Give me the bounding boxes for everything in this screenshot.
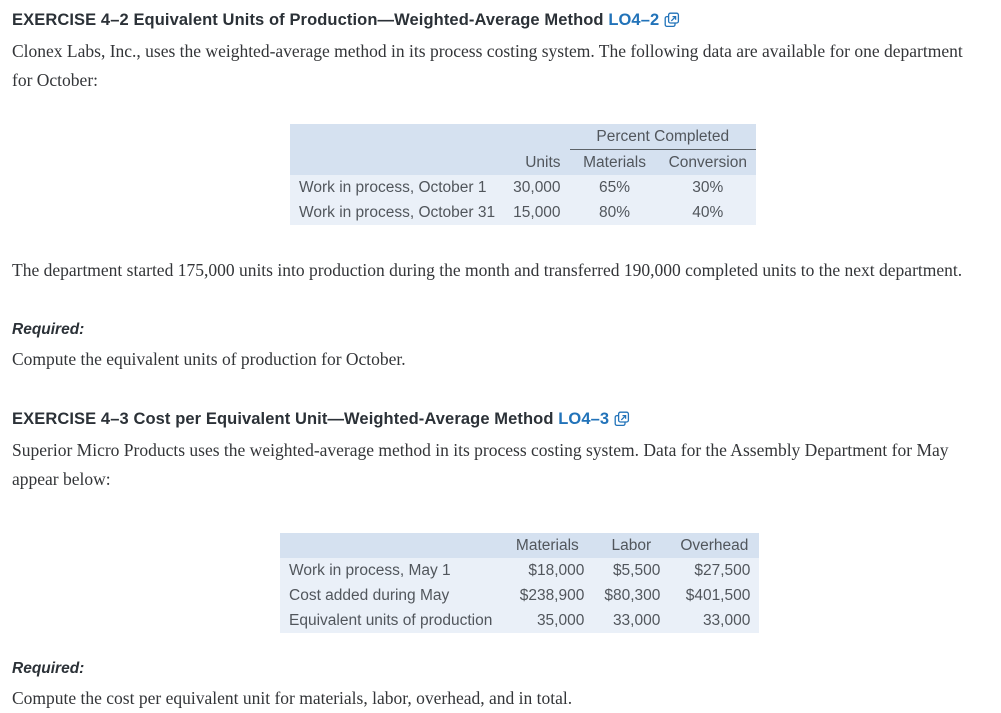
table-row: Work in process, October 1 30,000 65% 30… [290,175,756,200]
materials-column-header: Materials [583,154,646,171]
lo4-3-link[interactable]: LO4–3 [558,410,630,428]
overhead-value: $401,500 [685,587,751,604]
materials-column-header: Materials [515,537,579,554]
units-value: 15,000 [513,204,561,221]
exercise-4-2-note: The department started 175,000 units int… [12,260,963,280]
external-link-icon [664,12,680,28]
table-row: Equivalent units of production 35,000 33… [280,608,760,633]
required-text: Compute the equivalent units of producti… [12,348,406,369]
table-column-header-row: Units Materials Conversion [290,149,756,176]
percent-completed-header: Percent Completed [569,124,756,150]
row-label: Work in process, May 1 [289,562,451,579]
empty-label-header [280,533,501,558]
row-label: Equivalent units of production [289,612,493,629]
units-value: 30,000 [513,179,561,196]
required-text: Compute the cost per equivalent unit for… [12,688,573,708]
conversion-value: 30% [692,179,724,196]
table-row: Cost added during May $238,900 $80,300 $… [280,583,760,608]
exercise-4-3-intro: Superior Micro Products uses the weighte… [12,440,949,489]
overhead-column-header: Overhead [680,537,749,554]
lo4-2-link[interactable]: LO4–2 [608,11,680,29]
required-label: Required: [12,320,85,338]
table-column-header-row: Materials Labor Overhead [280,533,760,558]
exercise-4-3-section: EXERCISE 4–3 Cost per Equivalent Unit—We… [12,409,987,713]
exercise-4-2-intro: Clonex Labs, Inc., uses the weighted-ave… [12,41,963,90]
exercise-4-2-heading: EXERCISE 4–2 Equivalent Units of Product… [12,10,987,30]
exercise-4-2-title: EXERCISE 4–2 Equivalent Units of Product… [12,11,604,29]
labor-value: 33,000 [612,612,661,629]
empty-label-header [290,150,504,176]
labor-value: $80,300 [604,587,661,604]
row-label: Work in process, October 31 [299,204,496,221]
conversion-value: 40% [692,204,724,221]
cost-data-table: Materials Labor Overhead Work in process… [280,533,760,633]
required-label: Required: [12,660,85,677]
materials-value: 65% [599,179,631,196]
materials-value: $18,000 [528,562,585,579]
overhead-value: $27,500 [694,562,751,579]
materials-value: 80% [599,204,631,221]
wip-units-table: Percent Completed Units Materials Conver… [290,124,756,225]
empty-corner-cell [290,124,570,150]
external-link-icon [614,411,630,427]
materials-value: 35,000 [536,612,585,629]
exercise-4-2-section: EXERCISE 4–2 Equivalent Units of Product… [12,10,987,373]
labor-value: $5,500 [612,562,661,579]
labor-column-header: Labor [611,537,652,554]
table-row: Work in process, May 1 $18,000 $5,500 $2… [280,558,760,583]
row-label: Work in process, October 1 [299,179,487,196]
lo4-2-link-label: LO4–2 [608,11,660,29]
conversion-column-header: Conversion [668,154,747,171]
overhead-value: 33,000 [702,612,751,629]
lo4-3-link-label: LO4–3 [558,410,610,428]
table-row: Work in process, October 31 15,000 80% 4… [290,200,756,225]
row-label: Cost added during May [289,587,450,604]
materials-value: $238,900 [519,587,585,604]
exercise-4-3-title: EXERCISE 4–3 Cost per Equivalent Unit—We… [12,410,554,428]
table-group-header-row: Percent Completed [290,124,756,150]
exercise-4-3-heading: EXERCISE 4–3 Cost per Equivalent Unit—We… [12,409,987,429]
units-column-header: Units [525,153,561,171]
